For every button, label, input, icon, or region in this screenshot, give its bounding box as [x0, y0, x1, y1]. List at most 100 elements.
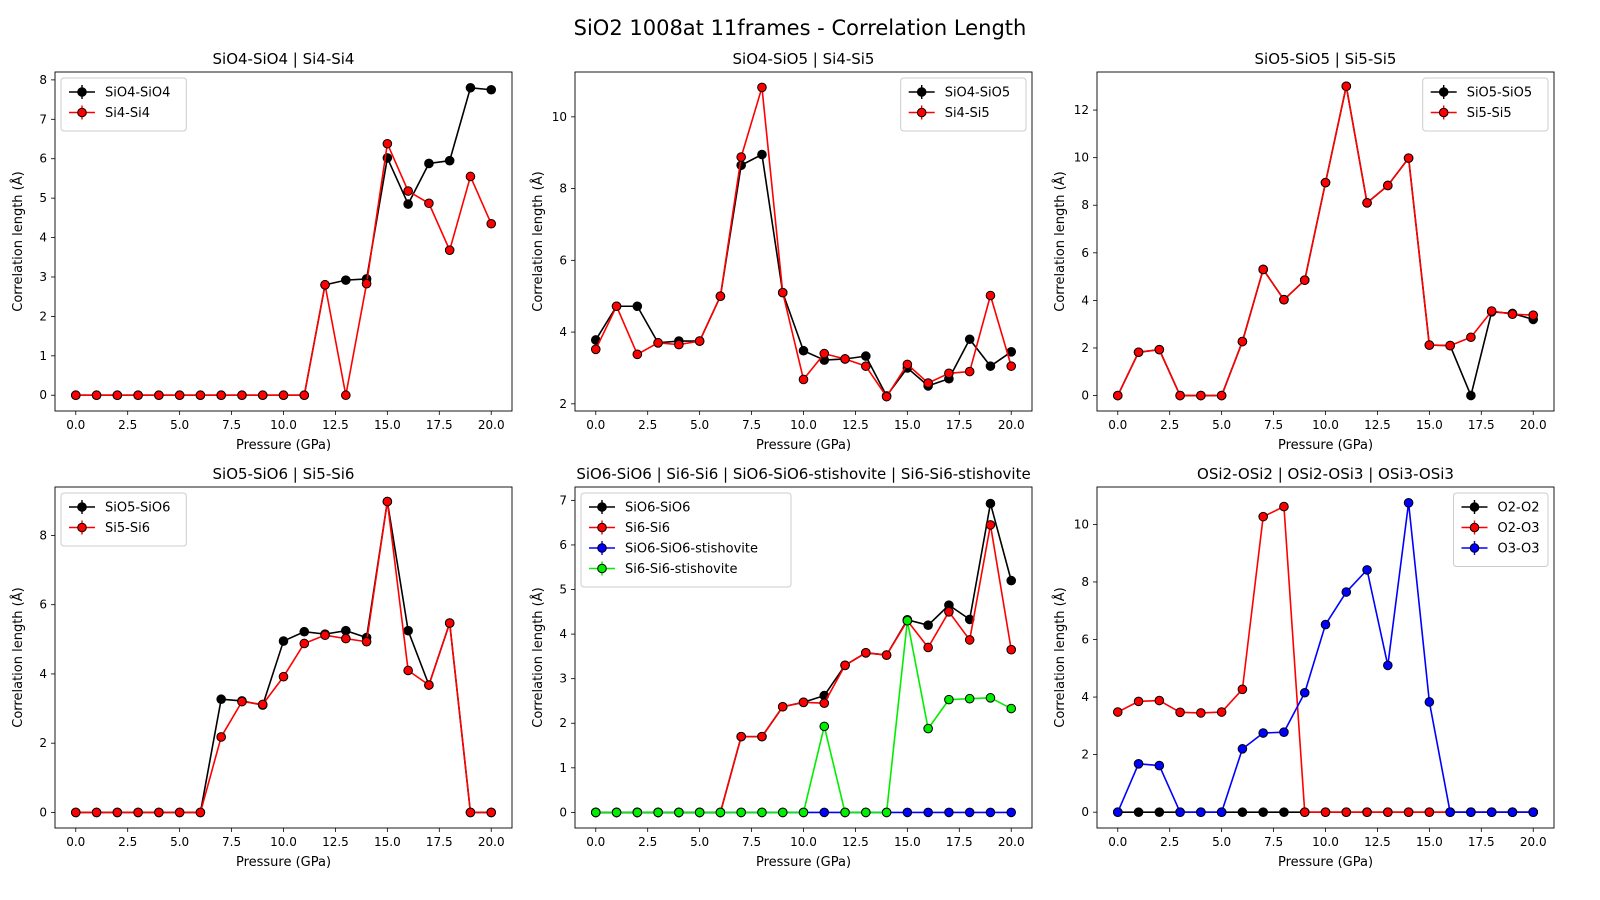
chart-6-xtick-label: 20.0 — [1520, 835, 1547, 849]
chart-6-series-1-point — [1279, 807, 1289, 817]
chart-6-series-2-point — [1341, 807, 1352, 817]
chart-1-series-2-point — [486, 218, 497, 229]
chart-4-series-1-point — [403, 625, 413, 636]
chart-4-xtick-label: 20.0 — [478, 835, 505, 849]
chart-3-series-2-point — [1466, 332, 1476, 343]
chart-3-legend-marker — [1438, 107, 1449, 118]
chart-5-series-2-point — [944, 607, 954, 617]
chart-5-ytick-label: 7 — [559, 493, 567, 507]
chart-5-series-2-point — [777, 701, 788, 712]
chart-3-xlabel: Pressure (GPa) — [1278, 438, 1373, 453]
chart-1-series-2-point — [403, 186, 413, 196]
chart-3-xtick-label: 0.0 — [1108, 418, 1127, 432]
chart-3-xtick-label: 20.0 — [1520, 418, 1547, 432]
chart-6-axes-frame — [1096, 486, 1555, 829]
chart-4-series-2-point — [382, 496, 393, 507]
chart-3-series-2-point — [1299, 275, 1310, 285]
chart-4-series-2-point — [341, 633, 351, 644]
chart-3-xtick-label: 17.5 — [1468, 418, 1495, 432]
chart-1-series-2-point — [257, 390, 268, 401]
chart-2-ylabel: Correlation length (Å) — [530, 171, 546, 311]
chart-3-series-2-point — [1383, 180, 1393, 191]
chart-4-series-1-point — [341, 625, 351, 636]
chart-5-xtick-label: 17.5 — [946, 835, 973, 849]
chart-5-xtick-label: 12.5 — [842, 835, 869, 849]
chart-2-series-2-point — [694, 336, 705, 346]
chart-5-series-4-point — [964, 693, 975, 704]
chart-2-ytick-label: 6 — [559, 253, 567, 267]
chart-4-title: SiO5-SiO6 | Si5-Si6 — [213, 465, 355, 483]
chart-2-series-2-point — [674, 339, 684, 350]
chart-4-series-2-point — [174, 807, 185, 818]
chart-4-series-1-point — [278, 636, 289, 646]
chart-6-xlabel: Pressure (GPa) — [1278, 855, 1373, 870]
chart-5-series-4-point — [715, 807, 726, 818]
chart-panel-3: SiO5-SiO5 | Si5-Si5 Pressure (GPa) Corre… — [1052, 50, 1555, 453]
chart-2-series-2-point — [902, 359, 913, 370]
chart-5-series-2-point — [881, 650, 892, 660]
chart-6-legend-label: O3-O3 — [1498, 542, 1540, 557]
chart-6-series-3-point — [1507, 807, 1518, 817]
chart-6-series-3-point — [1175, 807, 1185, 817]
chart-2-series-1-point — [964, 334, 975, 345]
chart-5-axes-frame — [574, 486, 1033, 829]
chart-6-xtick-label: 15.0 — [1416, 835, 1443, 849]
chart-1-xtick-label: 10.0 — [270, 418, 297, 432]
chart-6-xtick-label: 5.0 — [1212, 835, 1231, 849]
chart-4-ytick-label: 2 — [39, 736, 47, 750]
chart-1-legend-marker — [77, 107, 87, 118]
chart-3-xtick-label: 2.5 — [1160, 418, 1179, 432]
chart-4-ytick-label: 8 — [39, 528, 47, 542]
chart-1-series-1-point — [403, 199, 413, 209]
chart-4-series-2-point — [257, 699, 268, 710]
chart-3-series-2-point — [1196, 390, 1206, 401]
chart-6-series-2-point — [1403, 807, 1414, 817]
chart-6-series-1-point — [1133, 807, 1144, 817]
chart-4-series-2-point — [403, 665, 413, 676]
chart-6-xtick-label: 17.5 — [1468, 835, 1495, 849]
chart-4-xtick-label: 2.5 — [118, 835, 137, 849]
chart-3-series-2-point — [1258, 264, 1268, 275]
chart-6-series-2-point — [1133, 696, 1144, 707]
chart-panel-5: SiO6-SiO6 | Si6-Si6 | SiO6-SiO6-stishovi… — [530, 465, 1033, 870]
chart-6-series-3-point — [1299, 687, 1310, 698]
chart-3-series-2-point — [1216, 390, 1227, 401]
chart-5-xtick-label: 15.0 — [894, 835, 921, 849]
chart-5-series-4-point — [632, 807, 643, 818]
chart-1-ytick-label: 7 — [39, 112, 47, 126]
chart-3-xtick-label: 10.0 — [1312, 418, 1339, 432]
chart-6-series-3-point — [1196, 807, 1206, 817]
chart-2-legend-marker — [916, 107, 927, 118]
chart-3-ytick-label: 0 — [1081, 389, 1089, 403]
chart-5-series-4-point — [881, 807, 892, 818]
chart-2-series-2-point — [964, 366, 975, 377]
chart-6-series-3-point — [1341, 587, 1352, 597]
chart-2-series-2-point — [1006, 361, 1017, 371]
chart-5-legend-box — [580, 492, 792, 588]
chart-2-xlabel: Pressure (GPa) — [756, 438, 851, 453]
chart-3-series-2-point — [1133, 347, 1144, 358]
chart-6-series-3-point — [1258, 728, 1268, 738]
chart-5-ytick-label: 6 — [559, 538, 567, 552]
chart-6-series-3-point — [1466, 807, 1476, 817]
chart-3-title: SiO5-SiO5 | Si5-Si5 — [1255, 50, 1397, 68]
chart-2-xtick-label: 7.5 — [742, 418, 761, 432]
chart-6-ytick-label: 6 — [1081, 633, 1089, 647]
chart-5-series-2-point — [757, 731, 767, 742]
chart-6-series-3-point — [1486, 807, 1497, 817]
chart-4-xlabel: Pressure (GPa) — [236, 855, 331, 870]
chart-1-ytick-label: 5 — [39, 191, 47, 205]
chart-6-xtick-label: 12.5 — [1364, 835, 1391, 849]
chart-1-ytick-label: 3 — [39, 270, 47, 284]
chart-6-legend-label: O2-O2 — [1498, 501, 1540, 516]
chart-2-series-2-point — [611, 301, 622, 312]
chart-3-series-2-point — [1341, 81, 1352, 92]
chart-5-series-2-point — [840, 660, 850, 671]
chart-1-series-2-point — [237, 390, 247, 401]
chart-2-xtick-label: 0.0 — [586, 418, 605, 432]
chart-1-ytick-label: 6 — [39, 152, 47, 166]
chart-5-series-2-point — [1006, 644, 1017, 655]
chart-6-xtick-label: 0.0 — [1108, 835, 1127, 849]
chart-2-series-2-point — [798, 374, 809, 385]
chart-5-legend-label: SiO6-SiO6-stishovite — [625, 542, 758, 557]
